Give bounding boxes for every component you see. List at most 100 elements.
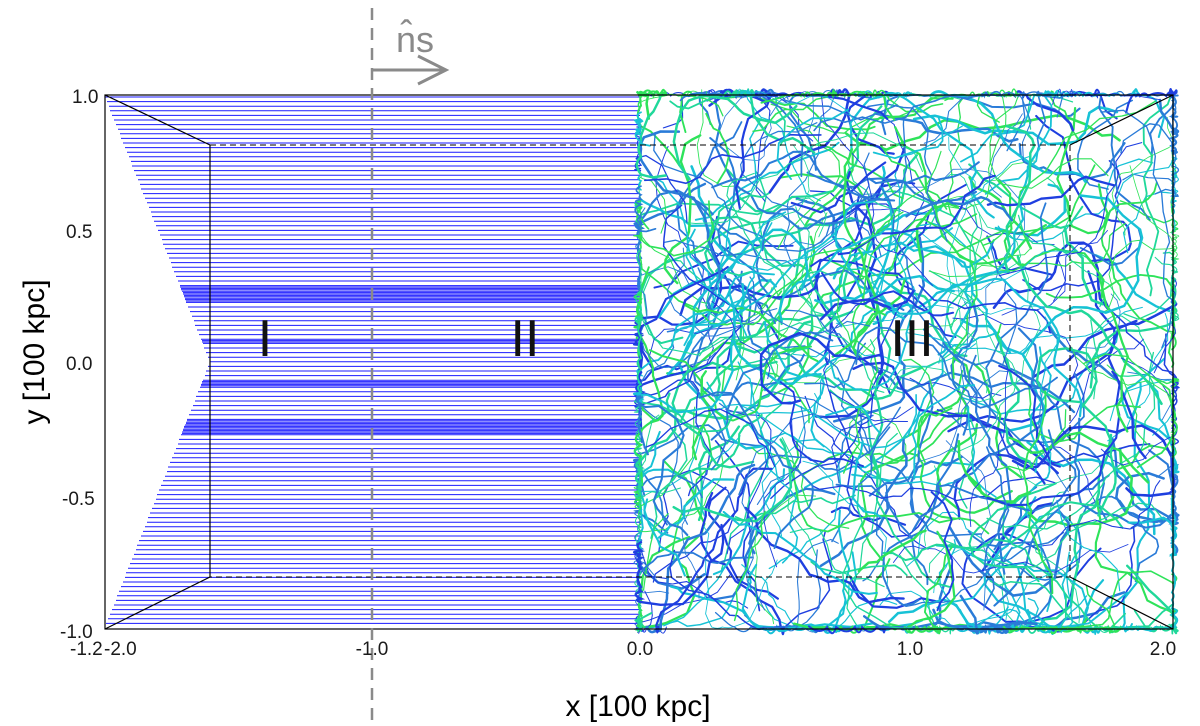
turbulent-field-line [951,325,1120,415]
turbulent-field-line [764,372,826,448]
turbulent-field-line [672,94,798,181]
turbulent-field-line [684,304,819,363]
turbulent-field-line [923,91,1032,161]
uniform-field-lines [105,96,640,624]
turbulent-field-line [756,405,806,505]
turbulent-field-line [632,523,725,606]
y-tick-label: -1.0 [60,622,93,643]
turbulent-field-line [795,206,824,329]
frame-edge [1069,94,1174,146]
turbulent-field-line [760,89,896,121]
turbulent-field-line [976,88,1018,123]
turbulent-field-line [995,409,1067,472]
turbulent-field-line [666,247,778,337]
turbulent-field-line [707,486,779,600]
turbulent-field-line [740,394,917,449]
turbulent-field-line [1100,181,1177,351]
turbulent-field-line [679,272,820,316]
turbulent-field-line [719,237,892,310]
turbulent-field-line [657,478,735,539]
back-face [209,144,1071,578]
turbulent-field-line [795,197,827,238]
turbulent-field-line [1052,88,1161,105]
turbulent-field-line [868,161,980,185]
turbulent-field-line [971,361,1023,479]
turbulent-field-line [878,227,1012,354]
turbulent-field-line [653,240,794,289]
frame-edge [104,94,211,146]
turbulent-field-line [726,105,883,213]
turbulent-field-line [881,433,960,607]
turbulent-field-line [710,529,761,601]
turbulent-field-line [676,121,776,325]
turbulent-field-line [634,612,653,632]
turbulent-field-line [671,424,713,563]
turbulent-field-line [633,200,715,257]
turbulent-field-line [942,341,1012,575]
turbulent-field-line [911,384,976,480]
turbulent-field-line [667,228,809,376]
turbulent-field-line [635,395,689,537]
turbulent-field-line [1027,93,1074,130]
turbulent-field-line [1086,623,1171,633]
turbulent-field-line [635,202,781,228]
shock-normal-label: n̂s [396,18,434,60]
turbulent-field-line [642,259,726,325]
turbulent-field-line [698,391,814,550]
turbulent-field-line [1158,98,1180,156]
turbulent-field-line [878,230,1046,315]
turbulent-field-line [872,270,1011,326]
turbulent-field-line [635,247,747,356]
turbulent-field-line [790,161,887,214]
x-tick-label: -1.0 [356,639,389,660]
turbulent-field-line [848,117,908,200]
turbulent-field-line [831,406,901,543]
turbulent-field-line [689,222,773,333]
turbulent-field-line [634,185,657,233]
y-tick-label: 1.0 [72,87,98,108]
turbulent-field-line [852,361,1059,475]
turbulent-field-line [1085,314,1153,400]
turbulent-field-line [968,482,1057,583]
turbulent-field-line [948,510,1070,597]
turbulent-field-line [1053,584,1122,634]
turbulent-field-line [718,391,839,416]
turbulent-field-line [712,468,786,576]
turbulent-field-line [886,277,1083,418]
turbulent-field-line [872,115,944,160]
turbulent-field-line [819,289,915,321]
turbulent-field-line [726,172,837,319]
x-tick-label: -2.0 [104,639,137,660]
turbulent-field-line [734,494,856,522]
box-frame [104,94,1174,630]
turbulent-field-line [969,355,1009,528]
turbulent-field-line [852,279,906,359]
turbulent-field-line [635,207,716,369]
turbulent-field-line [710,331,834,441]
turbulent-field-line [663,559,731,627]
turbulent-field-line [874,112,1019,143]
turbulent-field-line [635,94,667,179]
turbulent-field-line [999,531,1065,564]
turbulent-field-line [1069,338,1144,424]
x-tick-label: 2.0 [1150,639,1176,660]
front-face [104,94,1174,630]
turbulent-field-line [992,241,1110,310]
turbulent-field-line [1053,230,1108,302]
turbulent-field-line [990,242,1018,366]
turbulent-field-line [936,562,1092,634]
turbulent-field-line [868,383,934,497]
turbulent-field-line [983,446,1010,607]
turbulent-field-line [677,413,763,479]
region-label-III: III [890,310,933,368]
turbulent-field-line [699,491,785,636]
turbulent-field-line [681,460,713,599]
turbulent-field-line [952,313,1079,386]
frame-edge [104,576,211,630]
turbulent-field-line [763,416,802,568]
turbulent-field-line [882,115,925,252]
turbulent-field-line [1133,609,1178,635]
turbulent-field-line [672,438,793,523]
turbulent-field-line [900,356,971,441]
